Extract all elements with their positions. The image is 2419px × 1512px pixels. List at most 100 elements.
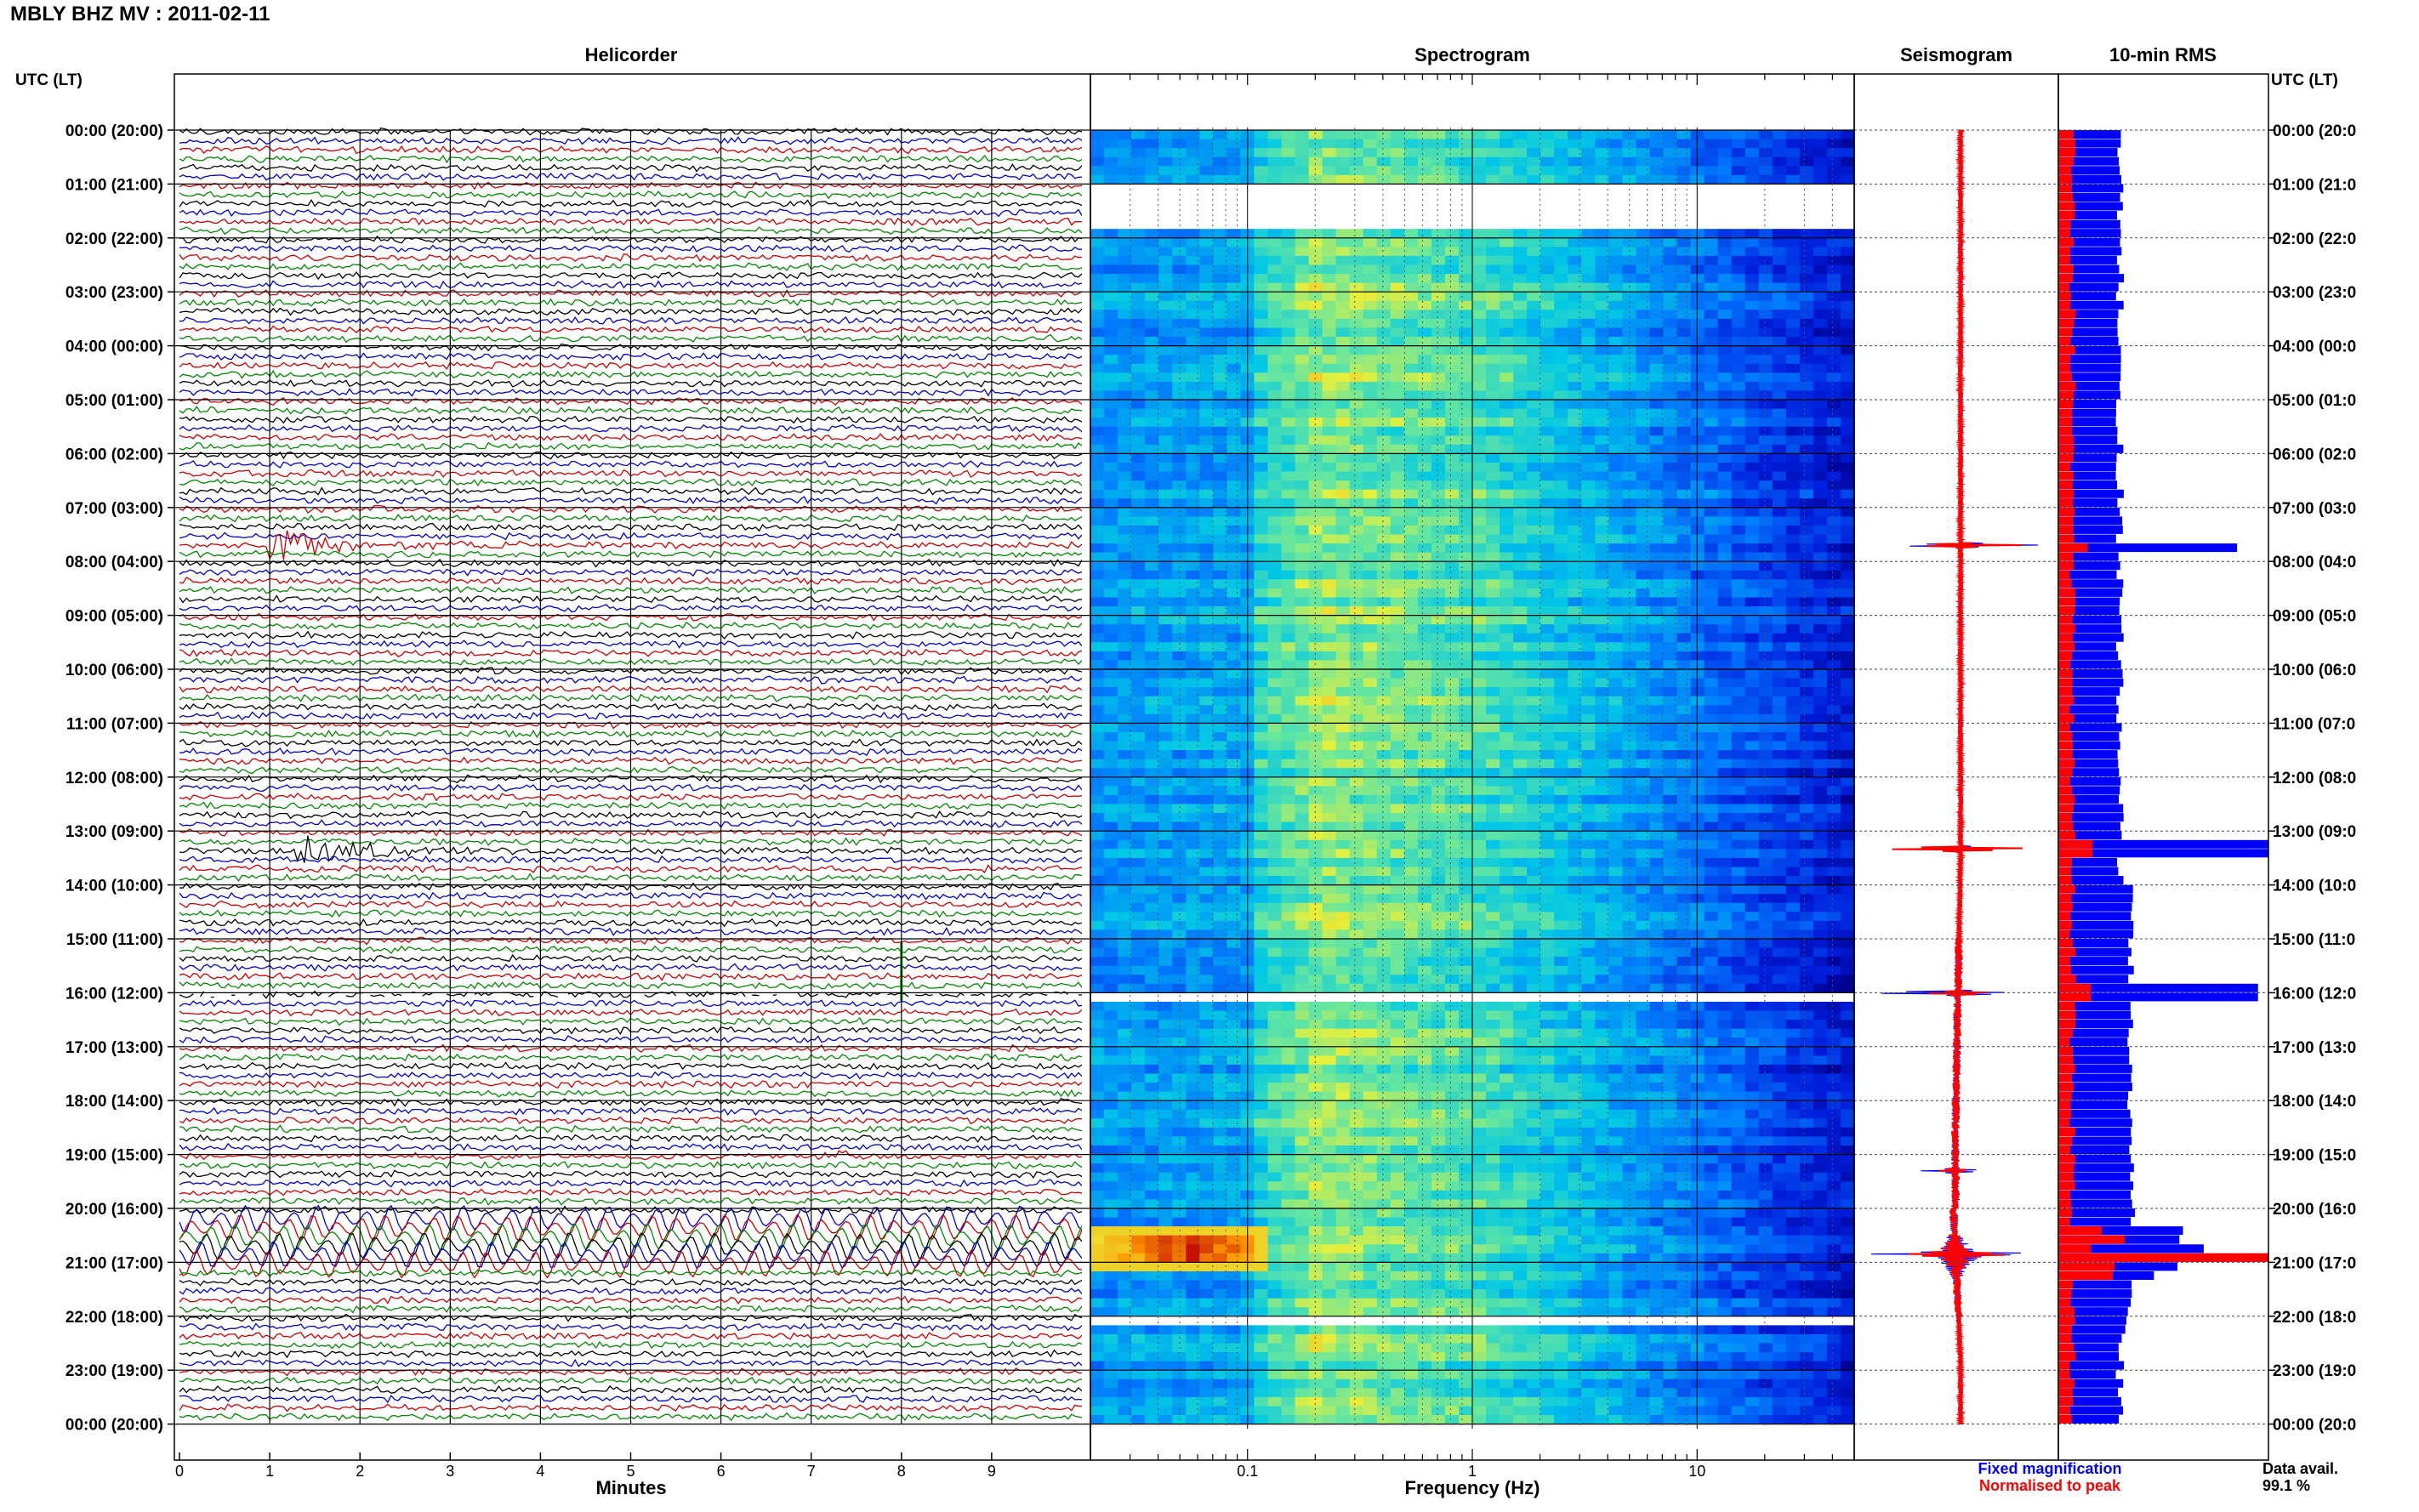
spectrogram-cell [1731,400,1746,409]
spectrogram-cell [1581,678,1596,688]
spectrogram-cell [1513,400,1528,409]
spectrogram-cell [1676,561,1692,571]
spectrogram-cell [1704,957,1719,967]
spectrogram-cell [1281,615,1296,625]
spectrogram-cell [1813,418,1828,428]
spectrogram-cell [1676,705,1692,715]
spectrogram-cell [1690,534,1705,544]
spectrogram-cell [1500,237,1514,247]
spectrogram-cell [1826,264,1841,275]
spectrogram-cell [1500,660,1514,670]
spectrogram-cell [1145,166,1159,176]
spectrogram-cell [1540,713,1555,724]
spectrogram-cell [1731,633,1746,643]
spectrogram-cell [1118,723,1132,733]
spectrogram-cell [1403,759,1419,769]
spectrogram-cell [1486,912,1500,922]
spectrogram-cell [1431,839,1446,850]
spectrogram-cell [1826,310,1841,320]
spectrogram-cell [1472,255,1487,265]
spectrogram-cell [1459,804,1473,814]
spectrogram-cell [1308,965,1323,975]
spectrogram-cell [1540,355,1555,365]
spectrogram-cell [1172,381,1187,391]
spectrogram-cell [1145,713,1159,724]
spectrogram-cell [1472,624,1487,634]
spectrogram-cell [1568,588,1582,598]
spectrogram-cell [1390,884,1405,895]
spectrogram-cell [1131,920,1146,930]
spectrogram-cell [1622,579,1636,589]
spectrogram-cell [1390,525,1405,535]
spectrogram-cell [1295,498,1310,509]
spectrogram-cell [1500,651,1514,661]
spectrogram-cell [1690,947,1705,958]
spectrogram-cell [1199,723,1214,733]
spectrogram-cell [1254,166,1268,176]
spectrogram-cell [1581,939,1596,948]
spectrogram-cell [1431,857,1446,867]
spectrogram-cell [1608,741,1623,751]
spectrogram-cell [1841,615,1854,625]
spectrogram-cell [1676,310,1692,320]
spectrogram-cell [1431,363,1446,373]
spectrogram-cell [1785,489,1801,499]
spectrogram-cell [1649,597,1665,607]
spectrogram-cell [1731,525,1746,535]
spectrogram-cell [1172,507,1187,517]
spectrogram-cell [1444,363,1460,373]
spectrogram-cell [1595,229,1609,239]
spectrogram-cell [1785,390,1801,401]
spectrogram-cell [1118,229,1132,239]
spectrogram-cell [1090,975,1105,985]
spectrogram-cell [1417,902,1432,912]
spectrogram-cell [1540,390,1555,401]
spectrogram-cell [1295,794,1310,804]
spectrogram-cell [1472,947,1487,958]
spectrogram-cell [1841,821,1854,832]
spectrogram-cell [1104,813,1118,823]
spectrogram-cell [1104,741,1118,751]
spectrogram-cell [1772,381,1787,391]
spectrogram-cell [1158,237,1173,247]
spectrogram-cell [1785,696,1801,706]
spectrogram-cell [1772,947,1787,958]
spectrogram-cell [1172,732,1187,742]
spectrogram-cell [1349,570,1364,580]
spectrogram-cell [1118,282,1132,293]
spectrogram-cell [1444,651,1460,661]
spectrogram-cell [1595,786,1609,796]
spectrogram-cell [1595,381,1609,391]
spectrogram-cell [1731,471,1746,481]
spectrogram-cell [1731,642,1746,652]
spectrogram-cell [1690,489,1705,499]
spectrogram-cell [1118,292,1132,302]
spectrogram-cell [1349,534,1364,544]
spectrogram-cell [1172,229,1187,239]
spectrogram-cell [1227,597,1241,607]
spectrogram-cell [1500,534,1514,544]
spectrogram-cell [1772,463,1787,472]
spectrogram-cell [1172,148,1187,158]
spectrogram-cell [1717,651,1733,661]
spectrogram-cell [1295,723,1310,733]
spectrogram-cell [1704,237,1719,247]
spectrogram-cell [1403,884,1419,895]
spectrogram-cell [1704,471,1719,481]
spectrogram-cell [1390,381,1405,391]
spectrogram-cell [1376,597,1392,607]
spectrogram-cell [1459,274,1473,284]
spectrogram-cell [1227,453,1241,463]
spectrogram-cell [1841,642,1854,652]
spectrogram-cell [1636,723,1650,733]
spectrogram-cell [1554,543,1568,554]
spectrogram-cell [1745,849,1760,859]
spectrogram-cell [1281,543,1296,554]
spectrogram-cell [1622,310,1636,320]
spectrogram-cell [1158,400,1173,409]
spectrogram-cell [1186,750,1200,760]
spectrogram-cell [1704,543,1719,554]
spectrogram-cell [1459,300,1473,310]
spectrogram-cell [1758,750,1773,760]
spectrogram-cell [1717,678,1733,688]
